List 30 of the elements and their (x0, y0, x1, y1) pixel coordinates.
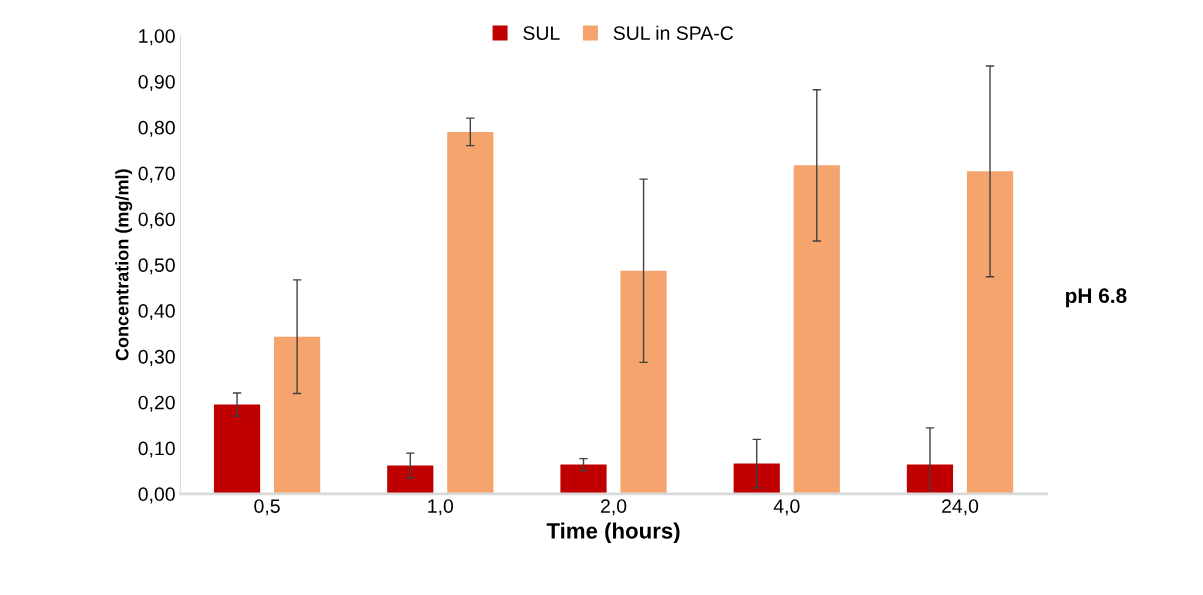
y-tick-label: 0,70 (138, 166, 175, 183)
y-tick-label: 1,00 (139, 29, 175, 46)
y-tick-label: 0,80 (138, 120, 175, 137)
y-tick-label: 0,50 (138, 258, 175, 275)
x-axis-title: Time (hours) (546, 522, 680, 544)
x-tick-label: 1,0 (428, 499, 454, 516)
x-tick-label: 0,5 (254, 499, 280, 516)
bar (966, 171, 1014, 494)
bar (733, 463, 780, 494)
y-tick-label: 0,90 (138, 74, 175, 92)
bar (560, 464, 607, 494)
x-tick-label: 4,0 (773, 499, 800, 516)
y-axis-title: Concentration (mg/ml) (115, 169, 133, 361)
text: pH 6.8 (1066, 288, 1127, 308)
bar (793, 165, 840, 494)
y-tick-label: 0,30 (138, 349, 175, 366)
bar (213, 404, 261, 494)
y-tick-label: 0,20 (138, 395, 175, 412)
x-tick-label: 2,0 (600, 499, 627, 516)
y-tick-label: 0,00 (138, 487, 175, 504)
legend-label: SUL (523, 26, 560, 40)
y-tick-label: 0,10 (138, 441, 175, 458)
x-tick-label: 24,0 (942, 499, 979, 516)
bar (620, 270, 667, 494)
legend-label: SUL in SPA-C (613, 25, 734, 40)
y-tick-label: 0,60 (138, 212, 175, 229)
bar (274, 336, 321, 494)
y-tick-label: 0,40 (138, 304, 175, 321)
bar (447, 131, 494, 494)
bar (387, 465, 434, 494)
